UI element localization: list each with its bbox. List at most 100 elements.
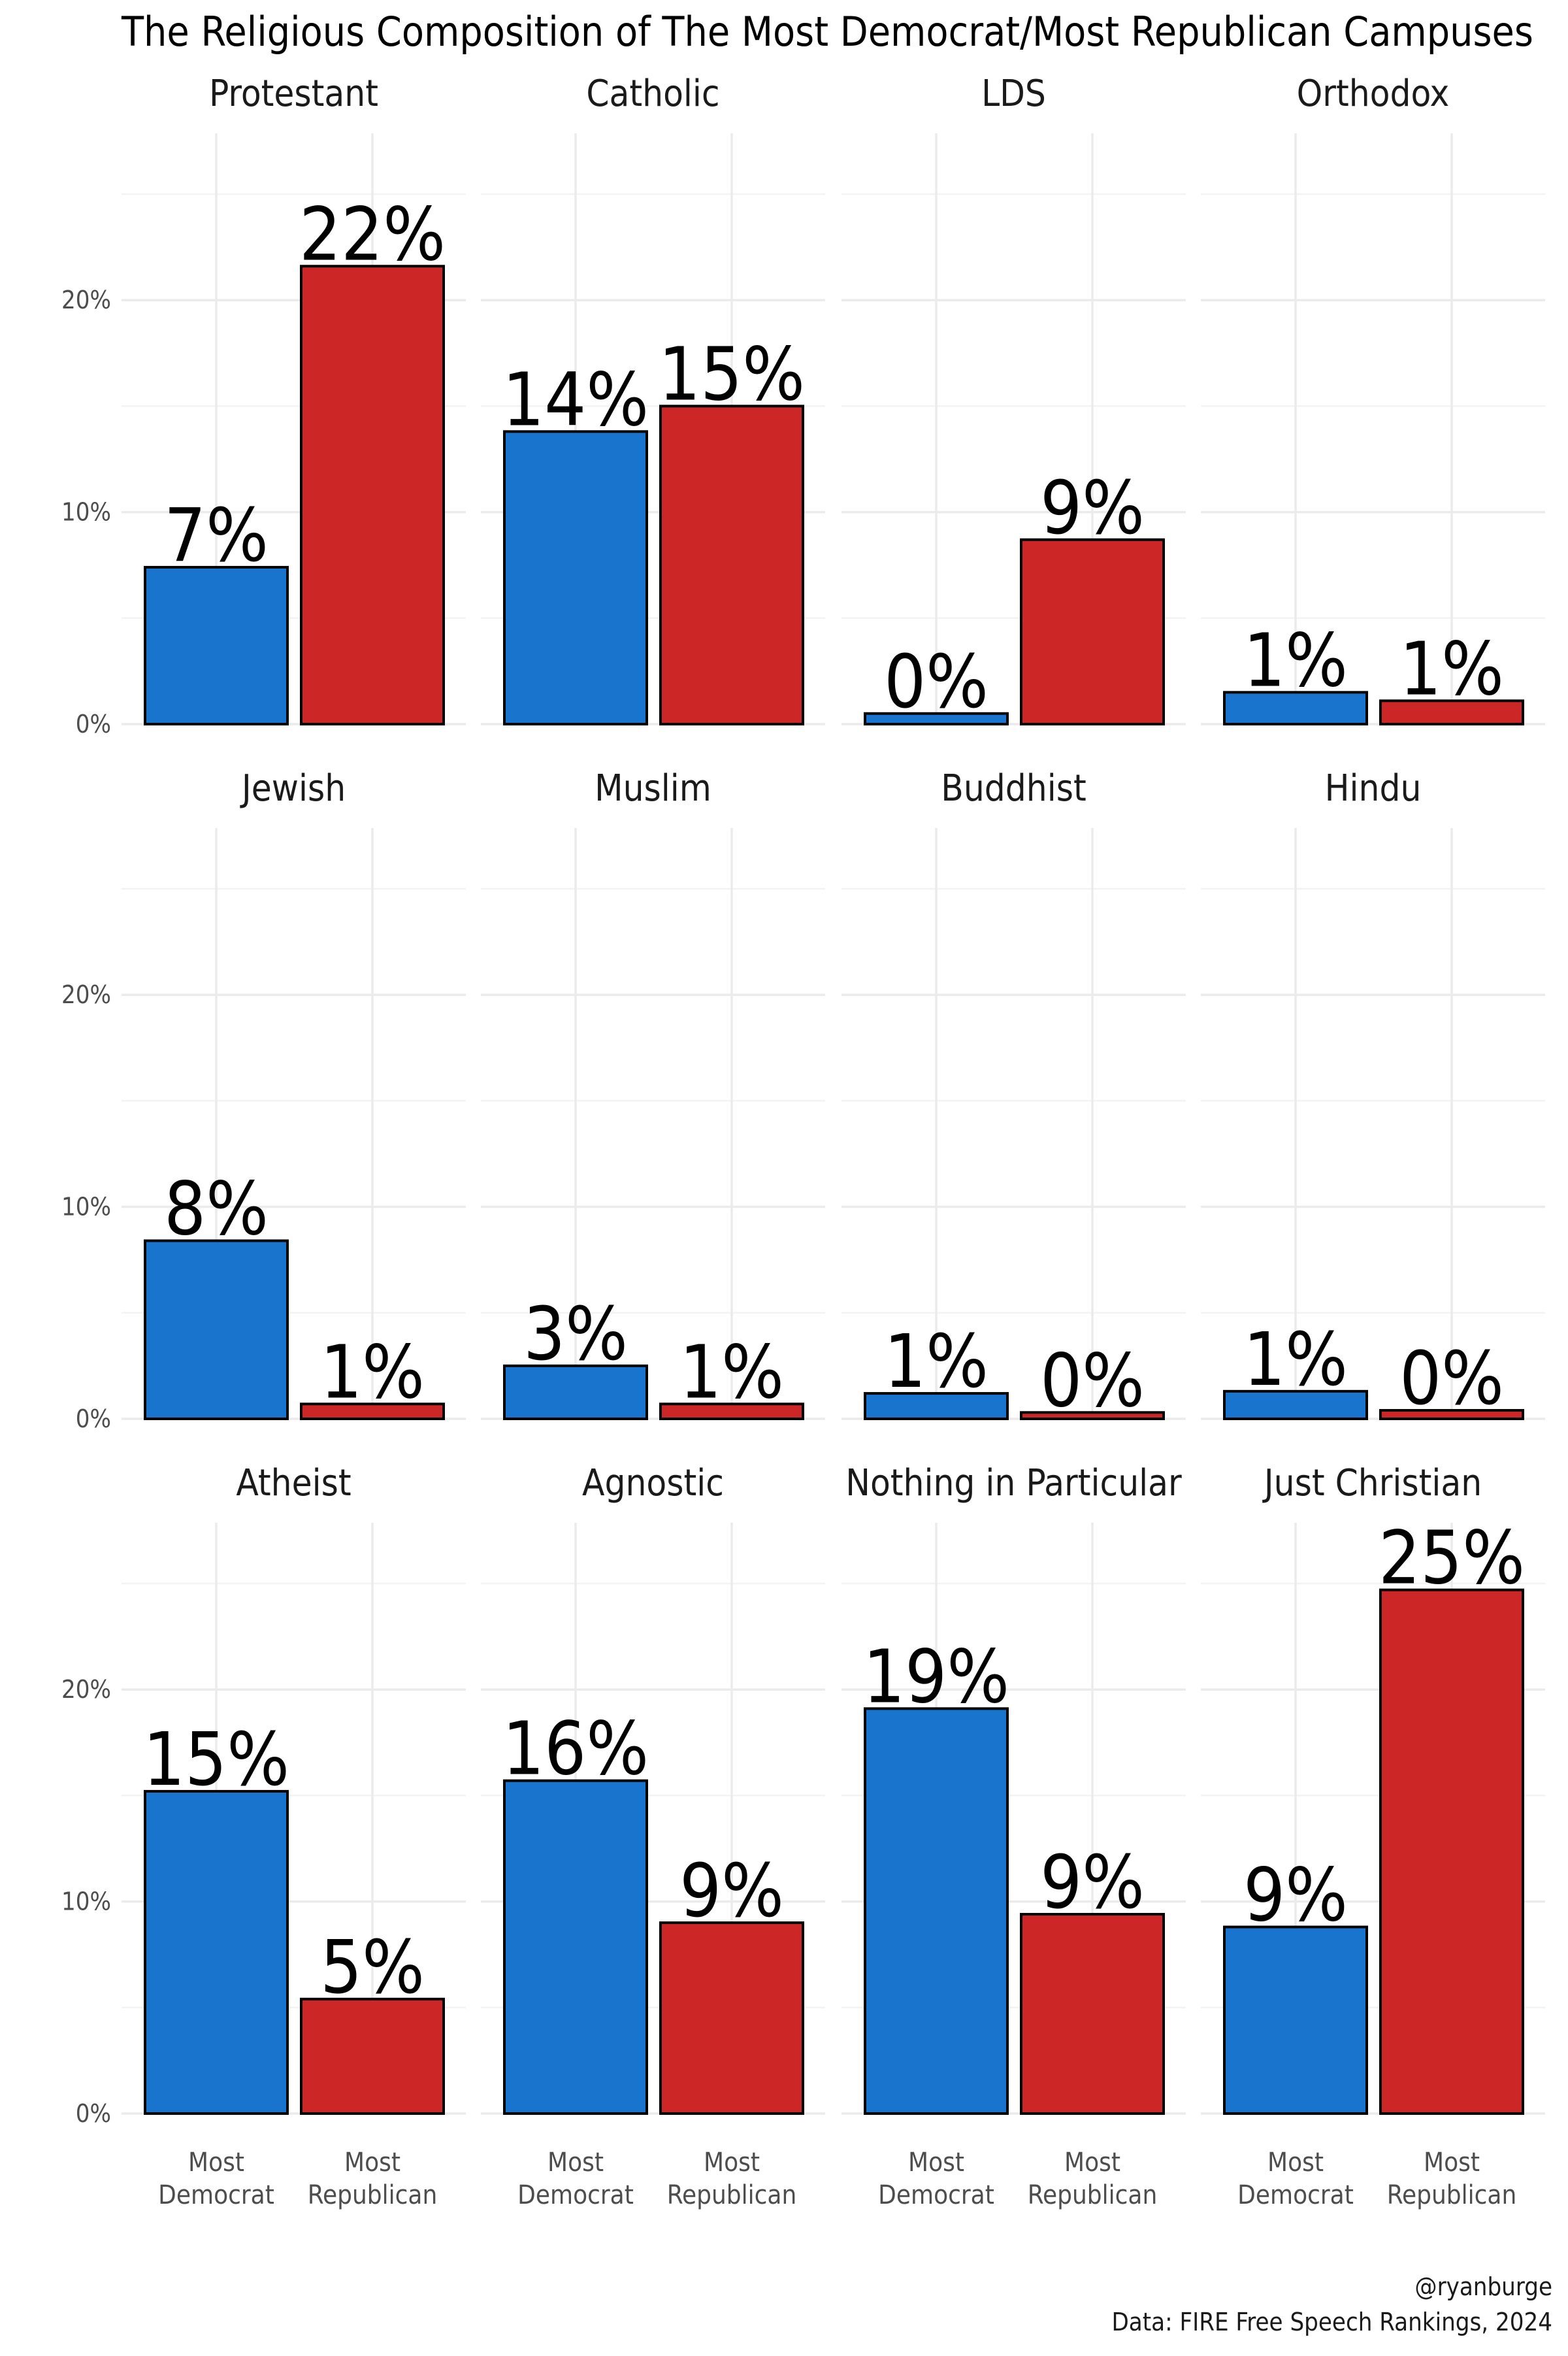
x-tick-label: Most Democrat: [1237, 2148, 1354, 2210]
x-tick-label: Most Republican: [1028, 2148, 1158, 2210]
bar-data-label: 1%: [884, 1319, 988, 1404]
facet-jewish: Jewish 0% 10% 20% 8% 1%: [61, 767, 466, 1433]
facet-muslim: Muslim 3% 1%: [481, 767, 825, 1420]
bar-most-republican: [1379, 699, 1524, 726]
bar-most-republican: [1379, 1409, 1524, 1420]
y-tick-label: 0%: [76, 710, 111, 738]
x-tick-label-line: Republican: [308, 2180, 438, 2210]
x-tick-label-line: Most: [188, 2148, 244, 2178]
bar-most-democrat: [1223, 1389, 1368, 1420]
bar-data-label: 14%: [502, 357, 649, 442]
bar-data-label: 16%: [502, 1707, 649, 1792]
bar-most-democrat: [864, 712, 1009, 726]
facet-hindu: Hindu 1% 0%: [1201, 767, 1545, 1421]
bar-data-label: 1%: [1399, 627, 1504, 712]
bar-data-label: 15%: [659, 332, 805, 417]
facet-catholic: Catholic 14% 15%: [481, 73, 825, 726]
x-tick-label-line: Most: [1267, 2148, 1324, 2178]
facet-title: Muslim: [595, 767, 711, 810]
bar-data-label: 9%: [679, 1849, 784, 1934]
bar-data-label: 5%: [320, 1925, 425, 2010]
facet-title: LDS: [981, 73, 1046, 115]
bar-most-democrat: [503, 1364, 648, 1420]
y-tick-label: 10%: [61, 1887, 111, 1916]
y-tick-label: 20%: [61, 286, 111, 314]
x-tick-label-line: Most: [1424, 2148, 1480, 2178]
caption-source: Data: FIRE Free Speech Rankings, 2024: [1111, 2308, 1552, 2336]
x-tick-label: Most Republican: [667, 2148, 797, 2210]
facet-title: Protestant: [209, 73, 378, 115]
facet-title: Jewish: [240, 767, 346, 810]
y-tick-label: 20%: [61, 1675, 111, 1704]
bar-most-republican: [659, 1402, 804, 1420]
bar-data-label: 19%: [863, 1634, 1009, 1719]
bar-most-republican: [1020, 1411, 1165, 1421]
bar-most-democrat: [503, 430, 648, 725]
bar-most-republican: [300, 1402, 445, 1420]
x-tick-label: Most Republican: [308, 2148, 438, 2210]
bar-data-label: 22%: [299, 192, 446, 277]
bar-most-republican: [300, 265, 445, 725]
bar-data-label: 1%: [320, 1330, 425, 1415]
facet-orthodox: Orthodox 1% 1%: [1201, 73, 1545, 726]
bar-data-label: 0%: [1399, 1336, 1504, 1421]
facet-title: Just Christian: [1262, 1462, 1482, 1504]
y-tick-label: 0%: [76, 2099, 111, 2128]
bar-most-democrat: [1223, 1925, 1368, 2115]
facet-title: Catholic: [586, 73, 719, 115]
facet-title: Atheist: [236, 1462, 351, 1504]
bar-most-democrat: [864, 1392, 1009, 1421]
bar-most-republican: [1020, 538, 1165, 725]
x-tick-label: Most Republican: [1387, 2148, 1517, 2210]
facet-buddhist: Buddhist 1% 0%: [841, 767, 1186, 1423]
x-tick-label-line: Republican: [667, 2180, 797, 2210]
bar-data-label: 8%: [164, 1167, 269, 1252]
bar-data-label: 9%: [1243, 1853, 1348, 1938]
x-tick-label-line: Republican: [1028, 2180, 1158, 2210]
facet-title: Buddhist: [941, 767, 1086, 810]
bar-most-democrat: [1223, 691, 1368, 725]
facet-title: Hindu: [1325, 767, 1422, 810]
bar-most-democrat: [144, 565, 289, 725]
bar-most-republican: [1020, 1913, 1165, 2115]
x-tick-label-line: Most: [547, 2148, 604, 2178]
caption-credit: @ryanburge: [1414, 2272, 1552, 2301]
x-tick-label-line: Most: [1064, 2148, 1120, 2178]
bar-data-label: 15%: [143, 1717, 289, 1802]
y-tick-label: 10%: [61, 1193, 111, 1221]
x-tick-label-line: Democrat: [517, 2180, 634, 2210]
x-tick-label-line: Republican: [1387, 2180, 1517, 2210]
x-tick-label-line: Democrat: [1237, 2180, 1354, 2210]
x-tick-label: Most Democrat: [158, 2148, 274, 2210]
facet-title: Nothing in Particular: [845, 1462, 1182, 1504]
chart-title: The Religious Composition of The Most De…: [121, 8, 1533, 56]
bar-data-label: 1%: [1243, 618, 1348, 703]
facet-lds: LDS 0% 9%: [841, 73, 1186, 726]
x-tick-label-line: Most: [704, 2148, 760, 2178]
bar-most-republican: [1379, 1588, 1524, 2115]
bar-data-label: 9%: [1040, 466, 1145, 551]
bar-most-republican: [659, 405, 804, 726]
bar-data-label: 25%: [1379, 1516, 1525, 1601]
bar-most-democrat: [864, 1707, 1009, 2115]
y-tick-label: 10%: [61, 498, 111, 527]
x-tick-label-line: Democrat: [878, 2180, 994, 2210]
bar-most-democrat: [144, 1789, 289, 2115]
y-tick-label: 0%: [76, 1404, 111, 1433]
bar-most-republican: [300, 1997, 445, 2115]
x-tick-label: Most Democrat: [878, 2148, 994, 2210]
y-tick-label: 20%: [61, 980, 111, 1009]
bar-data-label: 7%: [164, 493, 269, 578]
facet-title: Agnostic: [582, 1462, 724, 1504]
bar-most-republican: [659, 1921, 804, 2115]
bar-data-label: 1%: [1243, 1318, 1348, 1402]
x-tick-label-line: Most: [344, 2148, 400, 2178]
bar-data-label: 1%: [679, 1330, 784, 1415]
bar-data-label: 9%: [1040, 1840, 1145, 1925]
x-tick-label-line: Democrat: [158, 2180, 274, 2210]
